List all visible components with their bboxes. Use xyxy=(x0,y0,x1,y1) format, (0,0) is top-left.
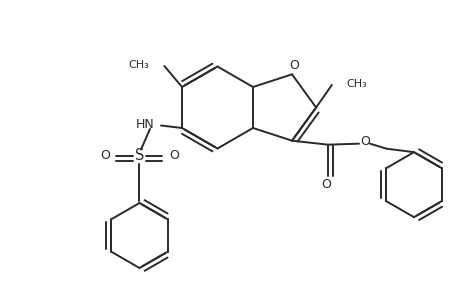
Text: CH₃: CH₃ xyxy=(128,60,149,70)
Text: O: O xyxy=(360,135,369,148)
Text: O: O xyxy=(289,59,299,72)
Text: O: O xyxy=(100,149,110,162)
Text: S: S xyxy=(134,148,144,163)
Text: O: O xyxy=(320,178,330,191)
Text: O: O xyxy=(169,149,179,162)
Text: CH₃: CH₃ xyxy=(346,79,367,89)
Text: HN: HN xyxy=(135,118,154,130)
